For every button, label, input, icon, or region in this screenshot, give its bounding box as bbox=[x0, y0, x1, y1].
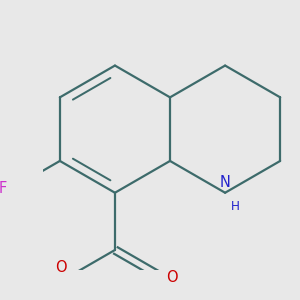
Text: O: O bbox=[55, 260, 66, 275]
Text: F: F bbox=[0, 182, 7, 196]
Text: H: H bbox=[230, 200, 239, 213]
Text: N: N bbox=[220, 175, 230, 190]
Text: O: O bbox=[166, 269, 178, 284]
